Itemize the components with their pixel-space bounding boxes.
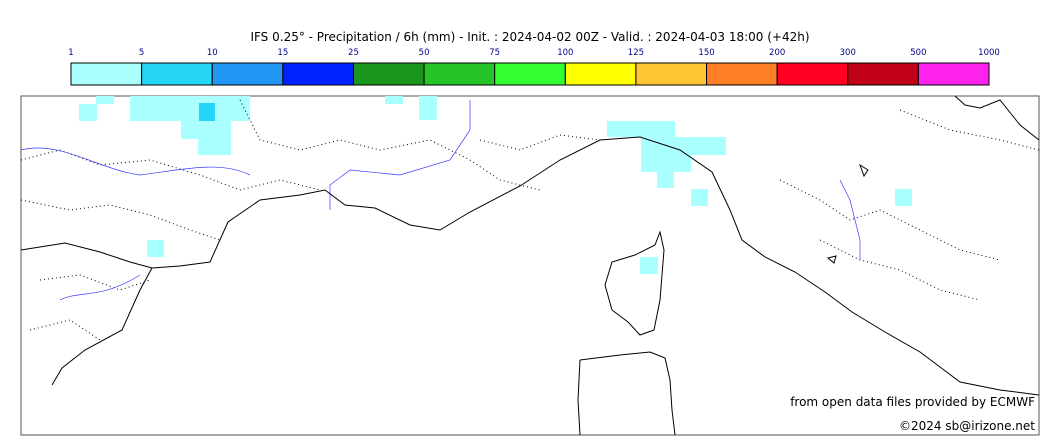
colorbar-swatch (282, 62, 354, 86)
colorbar-swatch (847, 62, 919, 86)
colorbar-swatch (211, 62, 284, 86)
colorbar-swatch (423, 62, 496, 86)
map (20, 95, 1040, 436)
colorbar-swatch (706, 62, 778, 86)
colorbar-tick-label: 10 (207, 48, 218, 58)
colorbar-swatch (564, 62, 637, 86)
colorbar-swatch (494, 62, 566, 86)
colorbar-tick-label: 50 (419, 48, 430, 58)
colorbar-tick-label: 150 (698, 48, 714, 58)
colorbar-swatch (141, 62, 213, 86)
colorbar-swatch (352, 62, 425, 86)
colorbar-tick-label: 500 (910, 48, 926, 58)
data-credit: from open data files provided by ECMWF (790, 395, 1035, 409)
rivers (20, 100, 861, 301)
map-title: IFS 0.25° - Precipitation / 6h (mm) - In… (250, 30, 809, 44)
colorbar-tick-label: 15 (277, 48, 288, 58)
colorbar-swatch (776, 62, 849, 86)
colorbar-swatch (917, 62, 990, 86)
colorbar-tick-label: 25 (348, 48, 359, 58)
colorbar-swatch (635, 62, 708, 86)
borders (20, 99, 1040, 341)
colorbar-tick-label: 100 (557, 48, 573, 58)
colorbar-tick-label: 200 (769, 48, 785, 58)
colorbar-tick-label: 125 (628, 48, 644, 58)
coastlines (20, 95, 1040, 436)
colorbar-tick-label: 1000 (978, 48, 1000, 58)
precipitation-cells (79, 96, 912, 274)
colorbar-swatch (70, 62, 143, 86)
colorbar-tick-label: 300 (840, 48, 856, 58)
colorbar-tick-label: 5 (139, 48, 144, 58)
colorbar: 1 5 10 15 25 50 75 100 125 150 200 300 500 1000 (68, 48, 1000, 86)
colorbar-tick-label: 1 (68, 48, 73, 58)
map-frame (20, 95, 1040, 436)
colorbar-tick-label: 75 (489, 48, 500, 58)
author-credit: ©2024 sb@irizone.net (899, 419, 1035, 433)
